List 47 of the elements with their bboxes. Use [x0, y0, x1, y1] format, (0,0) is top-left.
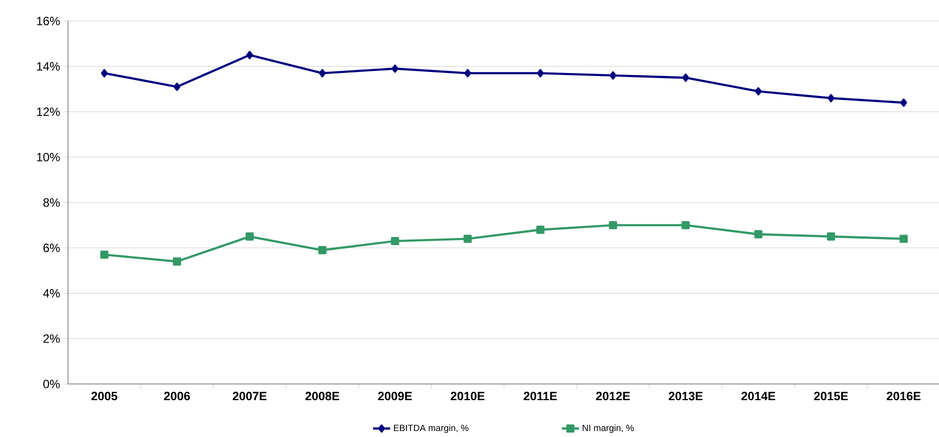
x-tick-label: 2007E	[232, 392, 267, 400]
y-tick-label: 12%	[37, 108, 60, 116]
point	[100, 250, 108, 259]
point	[754, 87, 762, 96]
y-tick-label: 2%	[43, 334, 60, 343]
point	[318, 69, 326, 78]
point	[826, 232, 836, 241]
legend-label: EBITDA margin, %	[394, 424, 468, 433]
point	[900, 234, 908, 243]
point	[900, 98, 908, 107]
point	[608, 221, 618, 230]
point	[390, 236, 400, 246]
y-tick-label: 16%	[37, 16, 60, 26]
point	[246, 232, 254, 241]
x-tick-label: 2008E	[305, 392, 340, 400]
point	[246, 50, 254, 60]
y-tick-label: 14%	[37, 62, 60, 71]
x-tick-label: 2011E	[524, 392, 557, 400]
x-tick-label: 2016E	[886, 392, 921, 400]
x-tick-label: 2005	[91, 392, 118, 400]
point	[754, 230, 762, 238]
x-tick-label: 2010E	[450, 392, 485, 400]
x-tick-label: 2009E	[378, 392, 412, 400]
y-tick-label: 4%	[43, 289, 60, 298]
x-tick-label: 2015E	[814, 392, 848, 400]
point	[464, 69, 472, 78]
point	[536, 69, 544, 78]
point	[172, 257, 182, 266]
point	[318, 246, 326, 254]
point	[464, 234, 472, 243]
legend-label: NI margin, %	[582, 424, 634, 433]
point	[610, 71, 616, 80]
x-tick-label: 2014E	[741, 392, 776, 400]
point	[536, 226, 544, 234]
point	[682, 221, 690, 230]
y-tick-label: 6%	[43, 244, 60, 252]
y-tick-label: 10%	[37, 152, 60, 162]
point	[174, 82, 180, 91]
y-tick-label: 0%	[43, 380, 60, 388]
x-tick-label: 2012E	[596, 392, 630, 400]
point	[100, 69, 108, 78]
x-tick-label: 2006	[164, 392, 190, 400]
y-tick-label: 8%	[43, 198, 60, 207]
point	[392, 64, 398, 73]
point	[828, 94, 834, 102]
point	[682, 74, 690, 82]
x-tick-label: 2013E	[668, 392, 703, 400]
